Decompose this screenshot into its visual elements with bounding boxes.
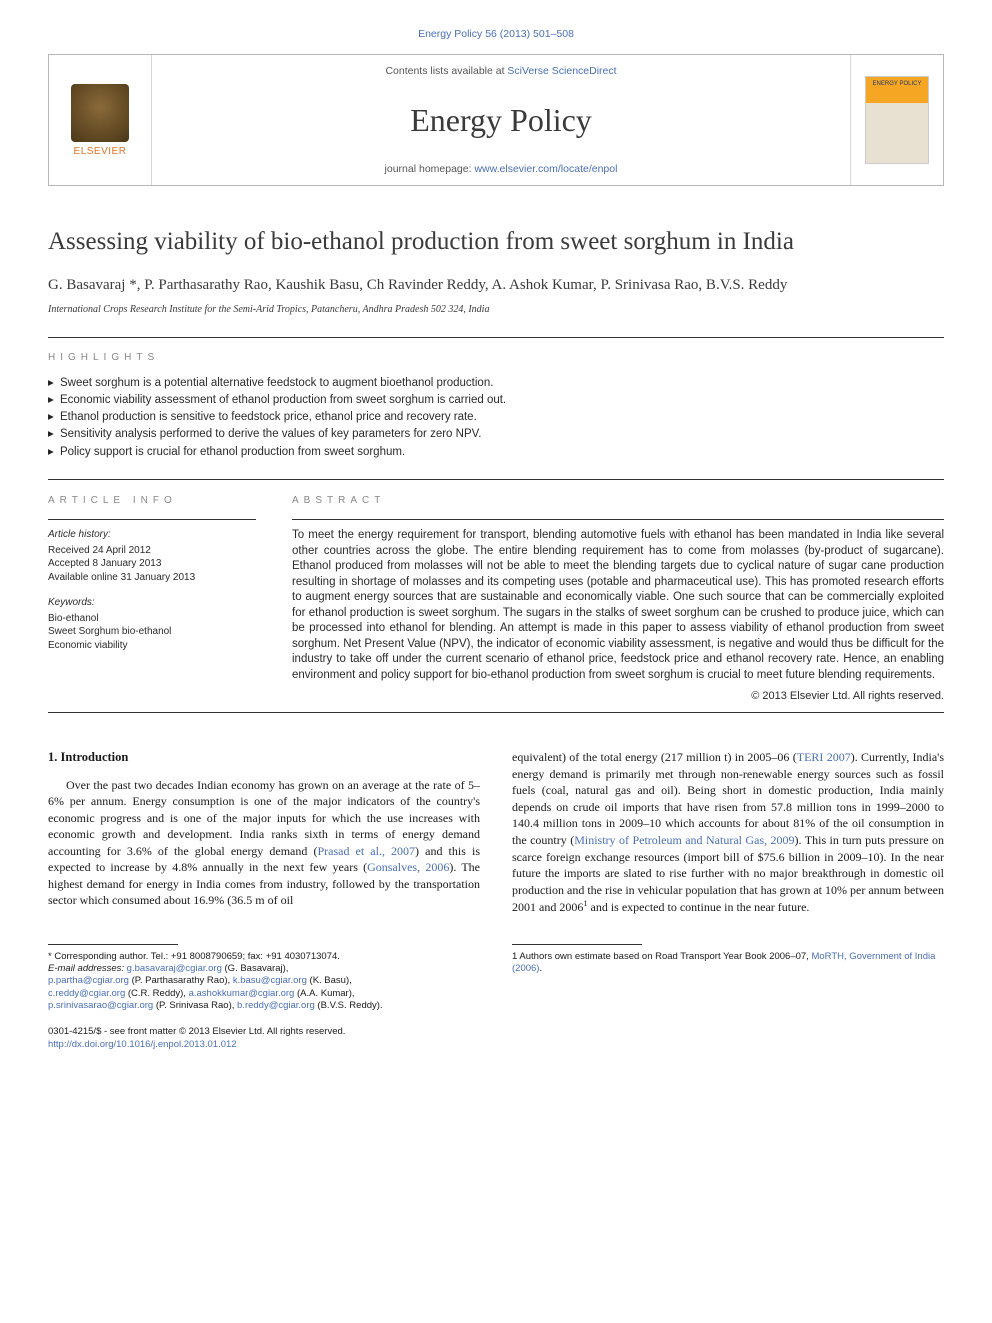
author-name: (A.A. Kumar), [294,988,354,999]
keyword: Economic viability [48,639,256,653]
triangle-icon: ▸ [48,446,54,458]
contents-prefix: Contents lists available at [385,65,507,77]
running-head: Energy Policy 56 (2013) 501–508 [48,28,944,40]
highlights-list: ▸ Sweet sorghum is a potential alternati… [48,375,944,461]
highlight-item: ▸ Economic viability assessment of ethan… [48,392,944,409]
authors-line: G. Basavaraj *, P. Parthasarathy Rao, Ka… [48,275,944,295]
triangle-icon: ▸ [48,377,54,389]
corresponding-author: * Corresponding author. Tel.: +91 800879… [48,951,480,963]
masthead: ELSEVIER Contents lists available at Sci… [48,54,944,186]
triangle-icon: ▸ [48,411,54,423]
body-text: and is expected to continue in the near … [588,900,810,914]
citation-link[interactable]: Prasad et al., 2007 [317,844,415,858]
homepage-line: journal homepage: www.elsevier.com/locat… [152,163,850,175]
highlight-item: ▸ Ethanol production is sensitive to fee… [48,409,944,426]
body-paragraph: Over the past two decades Indian economy… [48,777,480,909]
email-link[interactable]: b.reddy@cgiar.org [237,1000,315,1011]
highlight-item: ▸ Policy support is crucial for ethanol … [48,444,944,461]
running-head-citation: 56 (2013) 501–508 [485,28,574,40]
triangle-icon: ▸ [48,394,54,406]
highlight-text: Sensitivity analysis performed to derive… [60,428,481,440]
article-title: Assessing viability of bio-ethanol produ… [48,226,944,257]
email-link[interactable]: p.partha@cgiar.org [48,975,129,986]
highlight-text: Policy support is crucial for ethanol pr… [60,446,405,458]
footnote-text: 1 Authors own estimate based on Road Tra… [512,951,811,962]
highlight-text: Sweet sorghum is a potential alternative… [60,377,493,389]
footnote-rule [48,944,178,945]
email-link[interactable]: k.basu@cgiar.org [233,975,307,986]
contents-line: Contents lists available at SciVerse Sci… [152,65,850,77]
highlight-item: ▸ Sensitivity analysis performed to deri… [48,426,944,443]
email-link[interactable]: c.reddy@cgiar.org [48,988,125,999]
email-addresses: E-mail addresses: g.basavaraj@cgiar.org … [48,963,480,1012]
keyword: Bio-ethanol [48,612,256,626]
abstract-column: ABSTRACT To meet the energy requirement … [292,494,944,705]
footnote-col-left: * Corresponding author. Tel.: +91 800879… [48,944,480,1051]
citation-link[interactable]: Gonsalves, 2006 [367,860,449,874]
body-text: equivalent) of the total energy (217 mil… [512,750,797,764]
body-paragraph: equivalent) of the total energy (217 mil… [512,749,944,915]
abstract-label: ABSTRACT [292,494,944,508]
issn-line: 0301-4215/$ - see front matter © 2013 El… [48,1026,480,1038]
divider [48,712,944,713]
keyword: Sweet Sorghum bio-ethanol [48,625,256,639]
email-link[interactable]: a.ashokkumar@cgiar.org [189,988,295,999]
masthead-center: Contents lists available at SciVerse Sci… [152,55,850,185]
email-head: E-mail addresses: [48,963,127,974]
footnote-text: . [539,963,542,974]
history-received: Received 24 April 2012 [48,544,256,558]
abstract-text: To meet the energy requirement for trans… [292,528,944,683]
divider [292,519,944,520]
article-info-label: ARTICLE INFO [48,494,256,508]
divider [48,479,944,480]
running-head-journal[interactable]: Energy Policy [418,28,482,40]
article-info-column: ARTICLE INFO Article history: Received 2… [48,494,256,705]
email-link[interactable]: p.srinivasarao@cgiar.org [48,1000,153,1011]
divider [48,337,944,338]
keywords-head: Keywords: [48,596,256,610]
abstract-copyright: © 2013 Elsevier Ltd. All rights reserved… [292,689,944,704]
divider [48,519,256,520]
publisher-logo-block: ELSEVIER [49,55,152,185]
email-link[interactable]: g.basavaraj@cgiar.org [127,963,222,974]
doi-link[interactable]: http://dx.doi.org/10.1016/j.enpol.2013.0… [48,1039,237,1050]
history-online: Available online 31 January 2013 [48,571,256,585]
highlights-label: HIGHLIGHTS [48,352,944,363]
journal-name: Energy Policy [152,102,850,139]
history-head: Article history: [48,528,256,542]
body-col-right: equivalent) of the total energy (217 mil… [512,749,944,915]
footnote-rule [512,944,642,945]
author-name: (P. Srinivasa Rao), [153,1000,237,1011]
author-name: (B.V.S. Reddy). [315,1000,383,1011]
author-name: (K. Basu), [307,975,352,986]
elsevier-wordmark: ELSEVIER [74,146,127,157]
citation-link[interactable]: TERI 2007 [797,750,851,764]
section-heading: 1. Introduction [48,749,480,766]
body-col-left: 1. Introduction Over the past two decade… [48,749,480,915]
sciencedirect-link[interactable]: SciVerse ScienceDirect [507,65,616,77]
footnotes-row: * Corresponding author. Tel.: +91 800879… [48,944,944,1051]
homepage-url[interactable]: www.elsevier.com/locate/enpol [474,163,617,175]
elsevier-tree-icon [71,84,129,142]
footnote-1: 1 Authors own estimate based on Road Tra… [512,951,944,976]
homepage-prefix: journal homepage: [385,163,475,175]
journal-cover-thumb: ENERGY POLICY [865,76,929,164]
author-name: (P. Parthasarathy Rao), [129,975,233,986]
highlight-item: ▸ Sweet sorghum is a potential alternati… [48,375,944,392]
masthead-cover: ENERGY POLICY [850,55,943,185]
history-accepted: Accepted 8 January 2013 [48,557,256,571]
highlight-text: Economic viability assessment of ethanol… [60,394,506,406]
copyright-block: 0301-4215/$ - see front matter © 2013 El… [48,1026,480,1051]
affiliation: International Crops Research Institute f… [48,304,944,315]
citation-link[interactable]: Ministry of Petroleum and Natural Gas, 2… [574,833,794,847]
info-abstract-row: ARTICLE INFO Article history: Received 2… [48,494,944,705]
body-columns: 1. Introduction Over the past two decade… [48,749,944,915]
author-name: (G. Basavaraj), [222,963,289,974]
highlight-text: Ethanol production is sensitive to feeds… [60,411,477,423]
triangle-icon: ▸ [48,428,54,440]
footnote-col-right: 1 Authors own estimate based on Road Tra… [512,944,944,1051]
author-name: (C.R. Reddy), [125,988,188,999]
